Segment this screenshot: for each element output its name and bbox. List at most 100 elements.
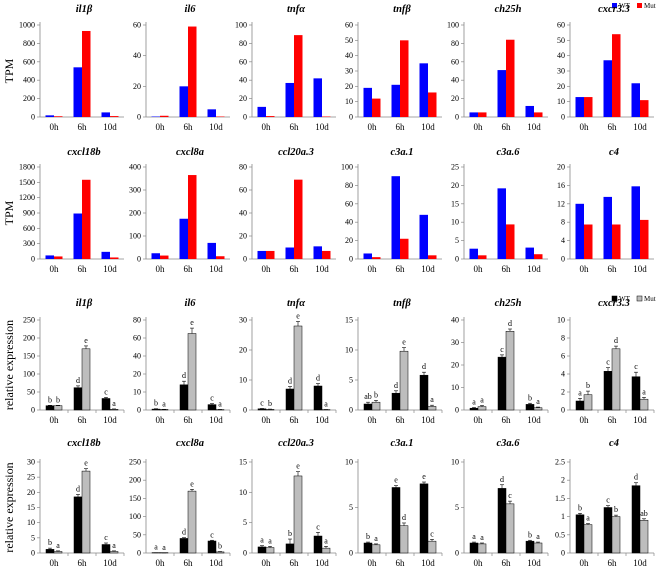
significance-letter: a bbox=[260, 536, 264, 545]
y-tick-label: 600 bbox=[23, 57, 35, 66]
bar-wt-10d bbox=[101, 398, 111, 411]
bar-wt-10d bbox=[419, 63, 428, 117]
panel-title: cxcl8a bbox=[176, 438, 204, 449]
x-tick-label: 6h bbox=[502, 558, 512, 568]
y-tick-label: 600 bbox=[23, 224, 35, 233]
bar-mut-10d bbox=[639, 519, 649, 554]
x-tick-label: 6h bbox=[184, 122, 194, 132]
y-tick-label: 50 bbox=[27, 388, 35, 397]
significance-letter: d bbox=[614, 336, 618, 345]
bar-mut-6h bbox=[293, 325, 303, 411]
y-tick-label: 80 bbox=[133, 316, 141, 325]
x-tick-label: 6h bbox=[608, 264, 618, 274]
panel-title: cxcl18b bbox=[67, 147, 100, 158]
bar-mut-6h bbox=[399, 350, 409, 411]
x-tick-label: 0h bbox=[368, 264, 378, 274]
x-tick-label: 10d bbox=[633, 415, 647, 425]
y-tick-label: 0 bbox=[137, 255, 141, 264]
bar-mut-10d bbox=[639, 398, 649, 411]
significance-letter: a bbox=[642, 387, 646, 396]
y-tick-label: 5 bbox=[243, 518, 247, 527]
y-tick-label: 15 bbox=[27, 503, 35, 512]
bar-wt-6h bbox=[603, 371, 613, 411]
bar-mut-10d bbox=[109, 409, 119, 411]
panel-1: il1β 0 200 400 600 800 1000 0h 6h 10d bbox=[19, 4, 124, 132]
x-tick-label: 0h bbox=[262, 264, 272, 274]
y-tick-label: 1000 bbox=[19, 21, 35, 30]
x-tick-label: 0h bbox=[50, 122, 60, 132]
significance-letter: b bbox=[586, 381, 590, 390]
bar-wt-10d bbox=[313, 385, 323, 411]
bar-mut-0h bbox=[160, 115, 169, 117]
bar-mut-0h bbox=[583, 394, 593, 411]
bar-mut-0h bbox=[160, 255, 169, 259]
bar-wt-6h bbox=[603, 196, 612, 259]
panel-title: il6 bbox=[184, 4, 196, 15]
panel-9: ccl20a.3 0 20 40 60 80 0h 6h 10d bbox=[239, 147, 336, 274]
y-tick-label: 0 bbox=[31, 549, 35, 558]
panel-22: c3a.1 0 5 10 0h b a 6h e d 10d e c bbox=[345, 438, 443, 568]
y-tick-label: 100 bbox=[235, 21, 247, 30]
y-tick-label: 10 bbox=[345, 346, 353, 355]
y-tick-label: 100 bbox=[341, 163, 353, 172]
y-tick-label: 12 bbox=[557, 199, 565, 208]
panel-title: il1β bbox=[76, 298, 93, 309]
y-tick-label: 2 bbox=[561, 476, 565, 485]
panel-title: cxcr3.3 bbox=[598, 4, 630, 15]
y-tick-label: 30 bbox=[451, 338, 459, 347]
bar-wt-0h bbox=[363, 87, 372, 117]
x-tick-label: 10d bbox=[103, 264, 117, 274]
significance-letter: a bbox=[586, 514, 590, 523]
bar-mut-6h bbox=[400, 40, 409, 118]
significance-letter: c bbox=[210, 394, 214, 403]
bar-mut-6h bbox=[505, 331, 515, 411]
significance-letter: c bbox=[260, 399, 264, 408]
bar-mut-6h bbox=[81, 348, 91, 411]
x-tick-label: 6h bbox=[502, 415, 512, 425]
significance-letter: b bbox=[288, 529, 292, 538]
x-tick-label: 10d bbox=[421, 558, 435, 568]
x-tick-label: 0h bbox=[262, 415, 272, 425]
significance-letter: c bbox=[500, 345, 504, 354]
bar-mut-0h bbox=[477, 406, 487, 411]
x-tick-label: 0h bbox=[156, 558, 166, 568]
x-tick-label: 6h bbox=[78, 122, 88, 132]
bar-mut-0h bbox=[54, 256, 63, 259]
bar-wt-6h bbox=[285, 247, 294, 259]
x-tick-label: 0h bbox=[156, 122, 166, 132]
significance-letter: b bbox=[528, 393, 532, 402]
y-tick-label: 150 bbox=[23, 352, 35, 361]
bar-wt-6h bbox=[73, 213, 82, 259]
bar-wt-10d bbox=[101, 544, 111, 554]
bar-wt-10d bbox=[101, 251, 110, 259]
y-tick-label: 0 bbox=[137, 113, 141, 122]
legend-swatch-wt bbox=[611, 295, 618, 302]
bar-mut-10d bbox=[533, 542, 543, 554]
bar-mut-10d bbox=[427, 540, 437, 554]
x-tick-label: 0h bbox=[50, 264, 60, 274]
significance-letter: d bbox=[316, 374, 320, 383]
bar-wt-0h bbox=[363, 253, 372, 259]
y-tick-label: 40 bbox=[451, 316, 459, 325]
y-tick-label: 15 bbox=[239, 458, 247, 467]
y-tick-label: 400 bbox=[129, 163, 141, 172]
panel-title: tnfβ bbox=[393, 298, 411, 309]
significance-letter: d bbox=[182, 528, 186, 537]
x-tick-label: 6h bbox=[502, 122, 512, 132]
bar-wt-6h bbox=[179, 384, 189, 411]
bar-wt-6h bbox=[73, 387, 83, 411]
row-1-ylabel: TPM bbox=[2, 58, 16, 83]
significance-letter: e bbox=[296, 462, 300, 471]
significance-letter: c bbox=[104, 533, 108, 542]
x-tick-label: 10d bbox=[527, 122, 541, 132]
y-tick-label: 40 bbox=[345, 218, 353, 227]
y-tick-label: 1500 bbox=[19, 178, 35, 187]
bar-mut-10d bbox=[533, 407, 543, 411]
bar-wt-6h bbox=[285, 543, 295, 554]
significance-letter: a bbox=[578, 388, 582, 397]
significance-letter: a bbox=[154, 543, 158, 552]
x-tick-label: 0h bbox=[474, 415, 484, 425]
bar-mut-0h bbox=[477, 543, 487, 554]
